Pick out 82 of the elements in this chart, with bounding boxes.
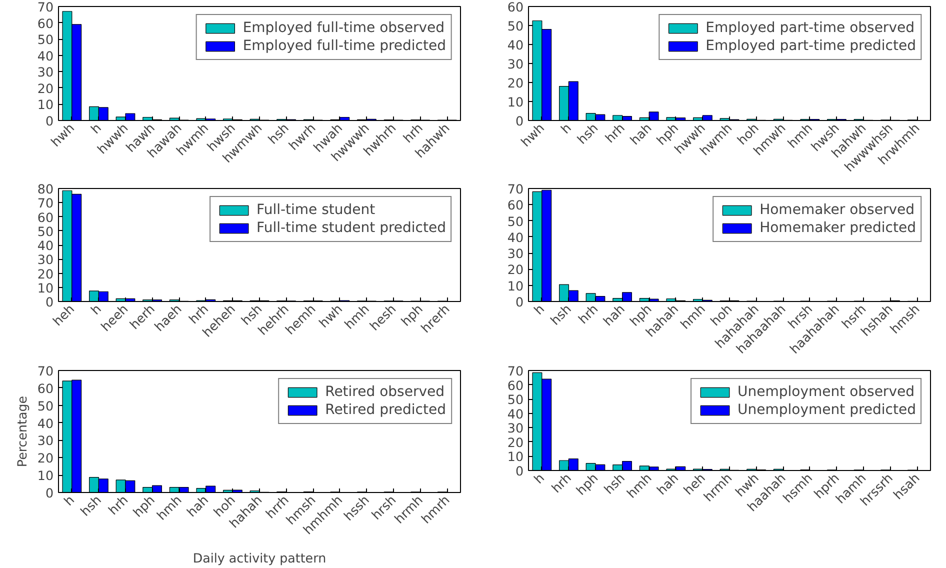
y-tick-label: 40 xyxy=(507,38,524,52)
x-tick-label: hph xyxy=(130,492,158,520)
legend-label: Employed full-time observed xyxy=(242,20,444,36)
x-tick-label: hph xyxy=(573,470,601,498)
x-tick-label: h xyxy=(530,301,548,318)
y-tick-label: 10 xyxy=(37,468,54,484)
y-tick-label: 10 xyxy=(507,94,524,110)
legend-label: Full-time student predicted xyxy=(256,220,446,236)
y-tick-label: 40 xyxy=(37,238,54,253)
y-tick-label: 0 xyxy=(515,114,524,128)
y-tick-label: 30 xyxy=(37,252,54,268)
y-tick-label: 50 xyxy=(507,214,524,229)
x-tick-label: hah xyxy=(600,301,628,329)
legend-label: Homemaker observed xyxy=(760,202,914,218)
y-tick-label: 50 xyxy=(37,398,54,414)
y-tick-label: 70 xyxy=(37,0,54,14)
x-tick-label: h xyxy=(88,301,104,318)
y-tick-label: 60 xyxy=(37,380,54,396)
y-tick-label: 0 xyxy=(45,294,54,310)
y-tick-label: 0 xyxy=(515,294,524,310)
x-axis-title: Daily activity pattern xyxy=(192,550,326,566)
y-tick-label: 0 xyxy=(515,464,524,478)
y-tick-label: 70 xyxy=(507,182,524,196)
y-tick-label: 30 xyxy=(37,433,54,448)
legend-label: Unemployment observed xyxy=(738,384,914,400)
y-tick-label: 40 xyxy=(37,48,54,64)
legend-label: Employed part-time observed xyxy=(706,20,914,36)
y-tick-label: 50 xyxy=(507,392,524,408)
y-tick-label: 50 xyxy=(507,18,524,34)
y-tick-label: 40 xyxy=(507,230,524,245)
y-tick-label: 10 xyxy=(507,449,524,464)
y-tick-label: 30 xyxy=(507,246,524,262)
y-tick-label: 0 xyxy=(45,486,54,500)
y-tick-label: 60 xyxy=(37,210,54,225)
legend-label: Retired predicted xyxy=(325,402,446,418)
x-tick-label: hsh xyxy=(574,120,601,147)
legend-label: Employed full-time predicted xyxy=(242,38,446,54)
y-tick-label: 10 xyxy=(37,280,54,296)
legend-label: Unemployment predicted xyxy=(738,402,916,418)
legend-label: Retired observed xyxy=(325,384,444,400)
y-tick-label: 80 xyxy=(37,182,54,196)
y-tick-label: 60 xyxy=(507,378,524,393)
y-tick-label: 30 xyxy=(507,56,524,72)
x-tick-label: hah xyxy=(654,470,682,498)
x-tick-label: hah xyxy=(626,120,654,148)
x-tick-label: hah xyxy=(184,492,212,520)
y-tick-label: 70 xyxy=(37,364,54,378)
y-tick-label: 50 xyxy=(37,32,54,48)
x-tick-label: hrh xyxy=(575,301,601,327)
x-tick-label: hsh xyxy=(600,470,628,497)
x-tick-label: hsh xyxy=(547,301,574,328)
y-tick-label: 30 xyxy=(507,420,524,436)
y-tick-label: 20 xyxy=(37,266,54,282)
legend-label: Employed part-time predicted xyxy=(706,38,916,54)
y-tick-label: 70 xyxy=(507,364,524,378)
x-tick-label: hwh xyxy=(316,301,346,330)
legend-label: Homemaker predicted xyxy=(760,220,916,236)
x-tick-label: hrh xyxy=(105,492,131,518)
x-tick-label: hrh xyxy=(548,470,574,496)
y-tick-label: 50 xyxy=(37,224,54,239)
x-tick-label: hsh xyxy=(77,492,104,519)
y-tick-label: 60 xyxy=(507,0,524,14)
y-tick-label: 20 xyxy=(507,434,524,450)
y-axis-title: Percentage xyxy=(14,396,30,468)
y-tick-label: 0 xyxy=(45,114,54,128)
y-tick-label: 10 xyxy=(37,97,54,112)
legend-label: Full-time student xyxy=(256,202,376,218)
y-tick-label: 40 xyxy=(507,406,524,422)
y-tick-label: 20 xyxy=(507,262,524,278)
x-tick-label: h xyxy=(558,120,574,136)
y-tick-label: 60 xyxy=(507,198,524,213)
y-tick-label: 20 xyxy=(37,80,54,96)
y-tick-label: 10 xyxy=(507,278,524,294)
x-tick-label: h xyxy=(60,492,78,508)
y-tick-label: 60 xyxy=(37,16,54,31)
x-tick-label: hrh xyxy=(602,120,628,146)
y-tick-label: 70 xyxy=(37,196,54,211)
x-tick-label: h xyxy=(530,470,548,486)
y-tick-label: 20 xyxy=(507,76,524,90)
y-tick-label: 30 xyxy=(37,64,54,80)
y-tick-label: 40 xyxy=(37,416,54,431)
y-tick-label: 20 xyxy=(37,450,54,466)
